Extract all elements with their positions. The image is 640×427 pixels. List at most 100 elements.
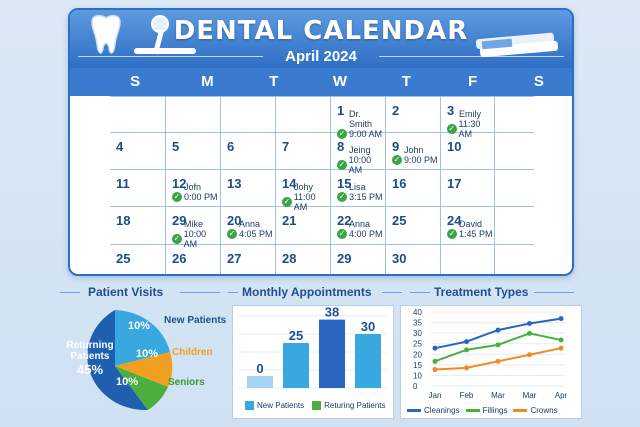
series-point	[464, 339, 469, 345]
day-number: 20	[227, 213, 242, 228]
calendar-day-cell[interactable]: 2	[385, 97, 440, 132]
appointment-time: 1:45 PM	[459, 229, 493, 239]
calendar-week-row: 1 Dr. Smith ✓ 9:00 AM 2 3 Emily ✓ 11:30 AM	[110, 96, 534, 139]
calendar-day-cell[interactable]: 11	[110, 170, 165, 206]
bar	[247, 376, 273, 388]
calendar-day-cell[interactable]: 29	[330, 245, 385, 274]
y-tick-label: 30	[413, 329, 422, 338]
series-point	[495, 358, 501, 364]
calendar-day-cell[interactable]: 30	[385, 245, 440, 274]
calendar-day-cell[interactable]: 14 Johy ✓ 11:00 AM	[275, 170, 330, 212]
day-number: 18	[116, 213, 131, 228]
pie-chart	[87, 310, 173, 411]
calendar-day-cell[interactable]: 29 Mike ✓ 10:00 AM	[165, 207, 220, 249]
calendar-week-row: 4 5 6 7 8 Jeing ✓ 10:00 AM 9 John ✓ 9:00 PM 10	[110, 132, 534, 175]
weekday-tue: T	[269, 73, 279, 90]
calendar-day-cell[interactable]: 28	[275, 245, 330, 274]
pie-slice-seniors	[115, 366, 168, 410]
calendar-day-cell[interactable]: 7	[275, 133, 330, 169]
day-number: 30	[392, 251, 407, 266]
appointment[interactable]: Anna ✓ 4:00 PM	[337, 219, 383, 239]
calendar-day-cell[interactable]: 27	[220, 245, 275, 274]
series-point	[432, 358, 438, 364]
calendar-day-cell[interactable]	[275, 97, 330, 132]
calendar-day-cell[interactable]: 9 John ✓ 9:00 PM	[385, 133, 440, 169]
day-number: 2	[392, 103, 400, 118]
appointment-time-row: ✓ 1:45 PM	[447, 229, 493, 239]
appointment-time-row: ✓ 9:00 PM	[392, 155, 438, 165]
appointment[interactable]: Dr. Smith ✓ 9:00 AM	[337, 109, 385, 139]
monthly-appointments-title: Monthly Appointments	[242, 285, 372, 299]
series-point	[558, 316, 564, 322]
appointment[interactable]: Jeing ✓ 10:00 AM	[337, 145, 385, 175]
calendar-day-cell[interactable]	[110, 97, 165, 132]
calendar-day-cell[interactable]	[165, 97, 220, 132]
calendar-day-cell[interactable]: 24 David ✓ 1:45 PM	[440, 207, 495, 244]
pie-slice-children	[115, 352, 173, 387]
calendar-day-cell[interactable]: 15 Lisa ✓ 3:15 PM	[330, 170, 385, 206]
y-tick-label: 40	[413, 308, 422, 317]
appointment-name: Mike	[184, 219, 204, 229]
y-tick-label: 10	[413, 371, 422, 380]
check-icon: ✓	[392, 155, 402, 165]
appointment[interactable]: Johy ✓ 11:00 AM	[282, 182, 330, 212]
bar-value-label: 38	[325, 306, 339, 320]
calendar-day-cell[interactable]: 5	[165, 133, 220, 169]
calendar-day-cell[interactable]: 21	[275, 207, 330, 244]
calendar-day-cell[interactable]: 25	[110, 245, 165, 274]
section-divider	[60, 292, 80, 293]
pie-label-returning-pct: 45%	[76, 362, 104, 377]
calendar-day-cell[interactable]: 8 Jeing ✓ 10:00 AM	[330, 133, 385, 175]
calendar-day-cell[interactable]	[220, 97, 275, 132]
appointment[interactable]: Anna ✓ 4:05 PM	[227, 219, 273, 239]
pie-label-returning-text: Returning Patients	[66, 340, 114, 362]
day-number: 1	[337, 103, 345, 118]
day-number: 22	[337, 213, 352, 228]
day-number: 13	[227, 176, 242, 191]
appointment[interactable]: Jofn ✓ 0:00 PM	[172, 182, 218, 202]
calendar-day-cell[interactable]: 26	[165, 245, 220, 274]
pie-label-returning: Returning Patients 45%	[58, 340, 122, 377]
appointment[interactable]: Mike ✓ 10:00 AM	[172, 219, 220, 249]
appointment-name: Jeing	[349, 145, 371, 155]
treatment-types-chart: 40 35 30 25 20 15 10 0 Jan Feb Mar Mar Apr Cleanings…	[400, 305, 582, 419]
calendar-day-cell[interactable]: 25	[385, 207, 440, 244]
day-number: 9	[392, 139, 400, 154]
appointment-time-row: ✓ 3:15 PM	[337, 192, 383, 202]
appointment-time-row: ✓ 9:00 AM	[337, 129, 385, 139]
check-icon: ✓	[447, 229, 457, 239]
appointment-time-row: ✓ 4:00 PM	[337, 229, 383, 239]
appointment[interactable]: Emily ✓ 11:30 AM	[447, 109, 494, 139]
calendar-day-cell[interactable]: 16	[385, 170, 440, 206]
day-number: 15	[337, 176, 352, 191]
calendar-day-cell[interactable]: 17	[440, 170, 495, 206]
calendar-day-cell[interactable]	[440, 245, 495, 274]
day-number: 24	[447, 213, 462, 228]
check-icon: ✓	[172, 192, 182, 202]
appointment[interactable]: Lisa ✓ 3:15 PM	[337, 182, 383, 202]
calendar-day-cell[interactable]: 1 Dr. Smith ✓ 9:00 AM	[330, 97, 385, 139]
calendar-day-cell[interactable]: 3 Emily ✓ 11:30 AM	[440, 97, 495, 139]
calendar-week-row: 11 12 Jofn ✓ 0:00 PM 13 14 Johy ✓ 11:00 AM 15 Lisa ✓…	[110, 169, 534, 212]
calendar-day-cell[interactable]: 6	[220, 133, 275, 169]
calendar-week-row: 25 26 27 28 29 30	[110, 244, 534, 274]
weekday-header-row: S M T W T F S	[70, 68, 572, 96]
legend-label-fillings: Fillings	[482, 406, 508, 415]
bar-value-label: 0	[256, 361, 263, 376]
dental-calendar-card: DENTAL CALENDAR April 2024 S M T W T F S…	[68, 8, 574, 276]
y-tick-label: 0	[413, 382, 418, 391]
calendar-day-cell[interactable]: 12 Jofn ✓ 0:00 PM	[165, 170, 220, 206]
appointment[interactable]: David ✓ 1:45 PM	[447, 219, 493, 239]
calendar-day-cell[interactable]: 4	[110, 133, 165, 169]
calendar-day-cell[interactable]: 22 Anna ✓ 4:00 PM	[330, 207, 385, 244]
calendar-day-cell[interactable]: 18	[110, 207, 165, 244]
line-legend: Cleanings Fillings Crowns	[407, 406, 558, 415]
check-icon: ✓	[337, 192, 347, 202]
calendar-day-cell[interactable]: 20 Anna ✓ 4:05 PM	[220, 207, 275, 244]
calendar-day-cell[interactable]: 10	[440, 133, 495, 169]
appointment-time: 9:00 PM	[404, 155, 438, 165]
weekday-sat: S	[533, 73, 544, 90]
check-icon: ✓	[172, 234, 182, 244]
calendar-day-cell[interactable]: 13	[220, 170, 275, 206]
appointment[interactable]: John ✓ 9:00 PM	[392, 145, 438, 165]
